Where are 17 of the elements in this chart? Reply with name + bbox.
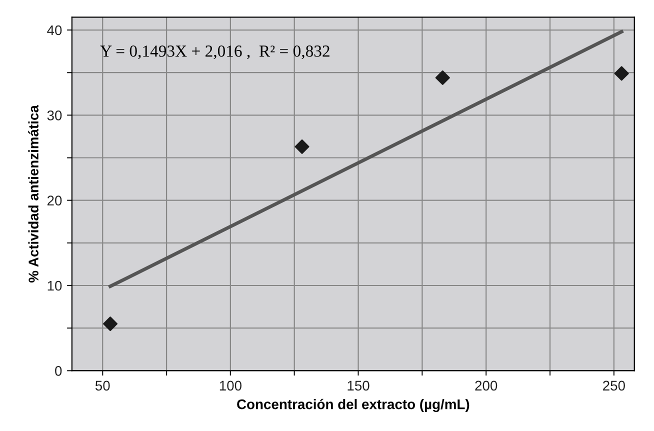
y-tick-label: 10 <box>48 280 62 291</box>
y-tick-label: 0 <box>55 366 62 376</box>
point <box>103 316 118 332</box>
x-axis-title: Concentración del extracto (µg/mL) <box>237 398 470 412</box>
x-tick-label: 100 <box>220 380 242 391</box>
point <box>614 66 629 81</box>
x-tick-label: 50 <box>95 380 110 391</box>
y-tick-label: 30 <box>47 110 62 120</box>
annotation: Y = 0,1493X + 2,016 , R² = 0,832 <box>100 46 330 60</box>
y-tick-label: 40 <box>47 25 62 36</box>
y-tick-label: 20 <box>47 196 62 206</box>
x-tick-label: 200 <box>475 380 498 391</box>
x-tick-label: 150 <box>348 380 370 391</box>
x-tick-label: 250 <box>603 380 625 391</box>
y-axis-title: % Actividad antienzimática <box>28 104 38 282</box>
point <box>435 70 450 85</box>
point <box>294 139 310 154</box>
